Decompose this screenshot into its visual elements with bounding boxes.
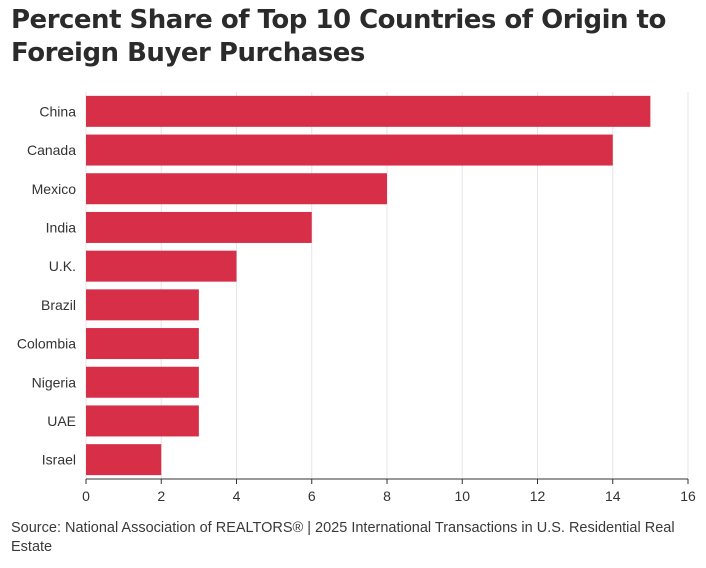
source-note: Source: National Association of REALTORS… (11, 520, 675, 555)
category-label-canada: Canada (27, 142, 76, 158)
category-label-china: China (39, 103, 76, 119)
bar-china (86, 95, 651, 127)
category-label-uae: UAE (47, 413, 76, 429)
bar-brazil (86, 289, 199, 321)
x-tick-label: 6 (308, 488, 316, 504)
bar-israel (86, 444, 162, 476)
bar-nigeria (86, 366, 199, 398)
category-label-india: India (46, 219, 77, 235)
x-tick-label: 14 (605, 488, 621, 504)
category-label-colombia: Colombia (17, 336, 76, 352)
category-label-brazil: Brazil (41, 297, 76, 313)
bar-uae (86, 405, 199, 437)
x-tick-label: 4 (233, 488, 241, 504)
bars (86, 95, 651, 476)
bar-colombia (86, 328, 199, 360)
bar-mexico (86, 173, 387, 205)
x-tick-label: 16 (680, 488, 696, 504)
x-axis-ticks: 0 2 4 6 8 10 12 14 16 (82, 479, 696, 504)
bar-canada (86, 134, 613, 166)
x-tick-label: 10 (454, 488, 470, 504)
category-label-u-k: U.K. (49, 258, 76, 274)
category-labels: China Canada Mexico India U.K. Brazil Colombia… (17, 103, 76, 467)
x-tick-label: 2 (157, 488, 165, 504)
category-label-mexico: Mexico (32, 181, 77, 197)
category-label-nigeria: Nigeria (32, 374, 77, 390)
x-tick-label: 0 (82, 488, 90, 504)
x-tick-label: 12 (530, 488, 546, 504)
category-label-israel: Israel (42, 452, 76, 468)
chart-title: Percent Share of Top 10 Countries of Ori… (11, 5, 666, 68)
x-tick-label: 8 (383, 488, 391, 504)
bar-u-k (86, 250, 237, 282)
bar-india (86, 211, 312, 243)
